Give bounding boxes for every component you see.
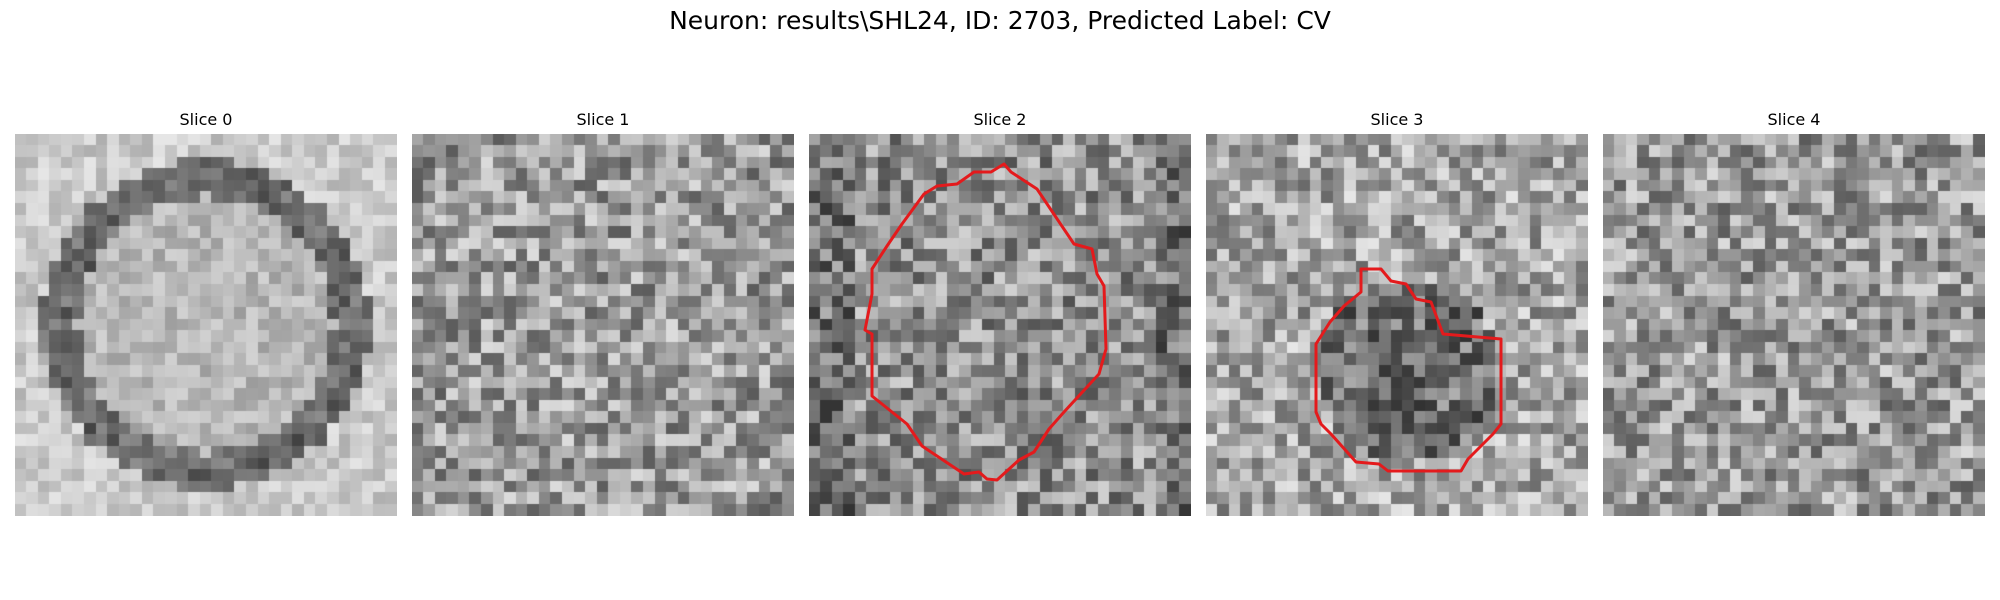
slice-image (1603, 134, 1985, 516)
slice-panel-1: Slice 1 (412, 108, 794, 516)
slice-image (809, 134, 1191, 516)
slice-panel-2: Slice 2 (809, 108, 1191, 516)
slice-title: Slice 4 (1767, 110, 1821, 129)
slice-panel-0: Slice 0 (15, 108, 397, 516)
slice-image (1206, 134, 1588, 516)
slice-title: Slice 2 (973, 110, 1027, 129)
slice-title: Slice 0 (179, 110, 233, 129)
slice-panel-4: Slice 4 (1603, 108, 1985, 516)
slice-image (15, 134, 397, 516)
slice-image (412, 134, 794, 516)
slice-panel-3: Slice 3 (1206, 108, 1588, 516)
figure-title: Neuron: results\SHL24, ID: 2703, Predict… (669, 6, 1331, 35)
slice-title: Slice 1 (576, 110, 630, 129)
slice-title: Slice 3 (1370, 110, 1424, 129)
